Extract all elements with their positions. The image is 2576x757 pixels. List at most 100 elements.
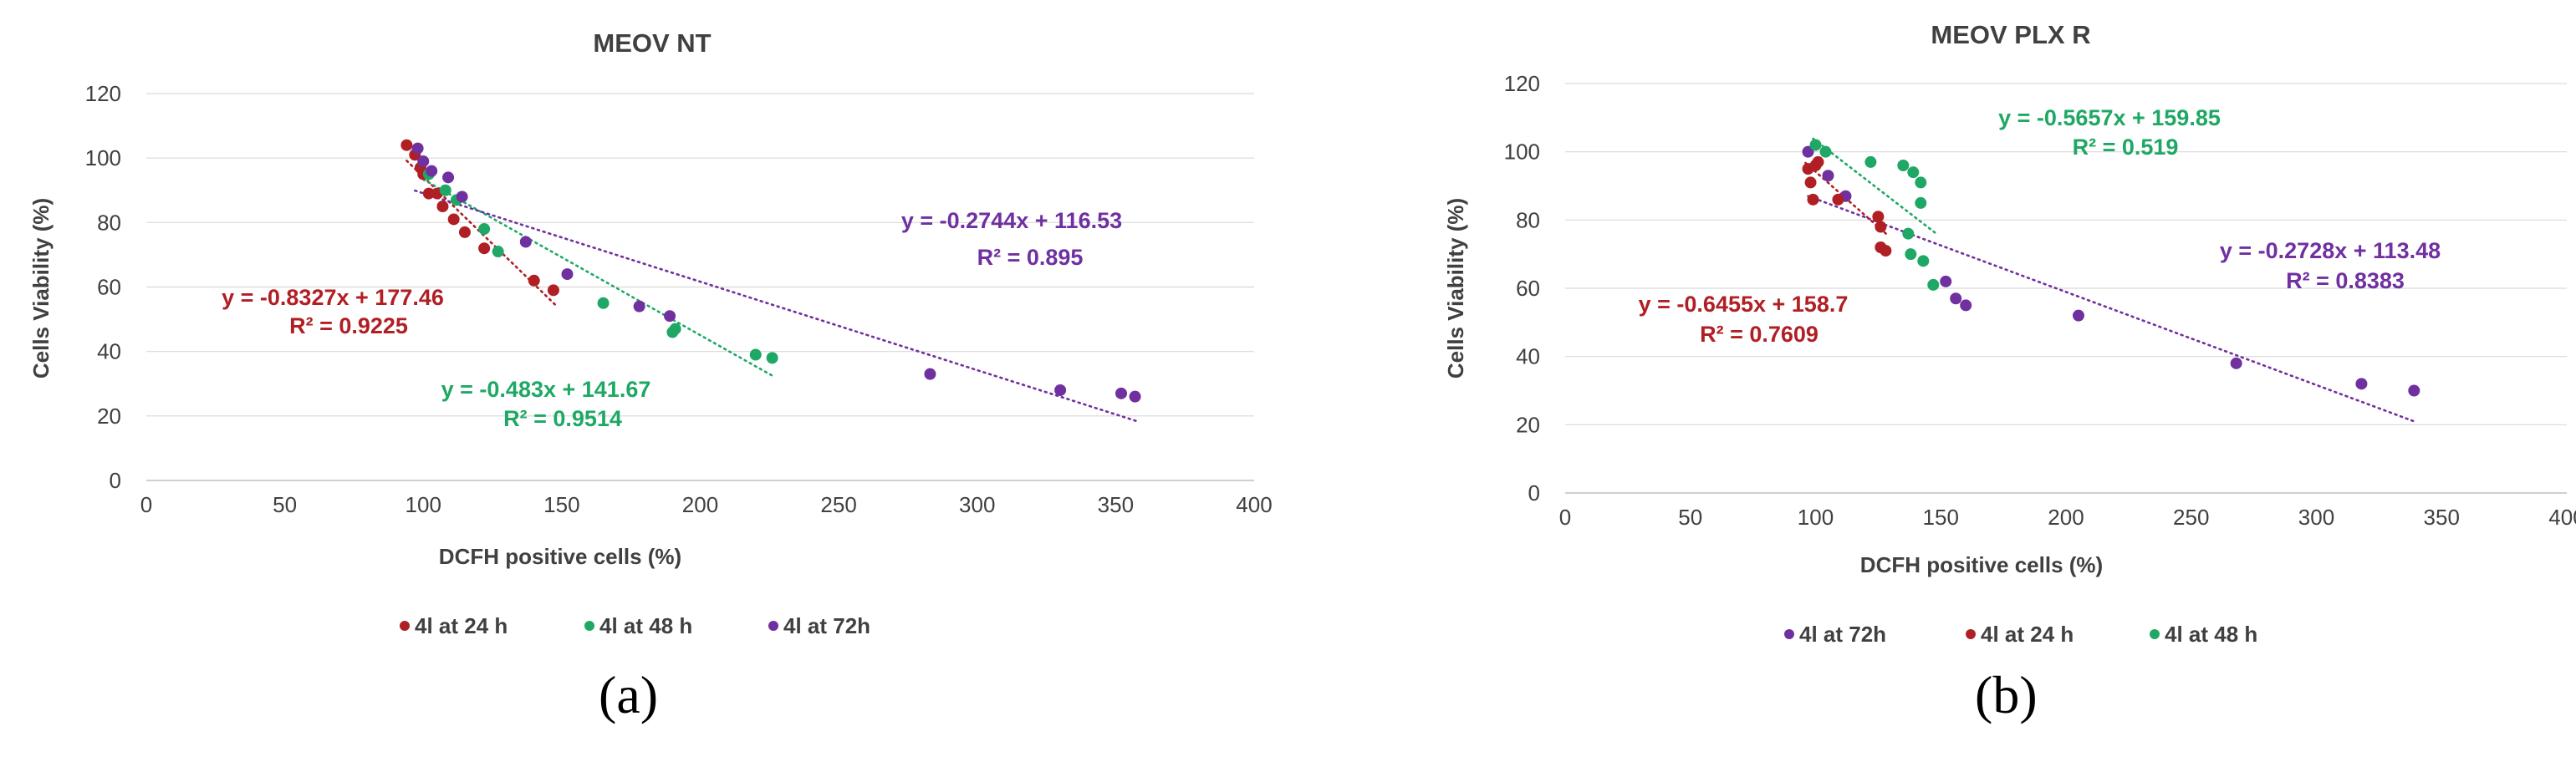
chart-meov-nt: MEOV NT Cells Viability (%) DCFH positiv…: [28, 28, 1273, 638]
legend-marker-4l-24h: [400, 621, 410, 631]
annotation-red: y = -0.6455x + 158.7 R² = 0.7609: [1639, 292, 1849, 347]
legend-label-4l-72h: 4l at 72h: [783, 613, 870, 638]
point-4l-at-48-h: [1819, 145, 1832, 158]
annotation-purple: y = -0.2728x + 113.48 R² = 0.8383: [2220, 238, 2441, 293]
point-4l-at-24-h: [1804, 176, 1817, 189]
equation-4l-48h: y = -0.5657x + 159.85: [1998, 105, 2221, 130]
x-tick-label: 400: [2548, 505, 2576, 530]
x-tick-label: 100: [1798, 505, 1834, 530]
point-4l-at-24-h: [1807, 193, 1819, 206]
gridlines: [146, 93, 1254, 417]
point-4l-at-72h: [2230, 357, 2242, 369]
point-4l-at-48-h: [1864, 155, 1877, 168]
r2-4l-48h: R² = 0.9514: [503, 406, 622, 431]
y-axis-label: Cells Viability (%): [1443, 198, 1468, 378]
point-4l-at-72h: [417, 155, 430, 168]
x-tick-label: 250: [820, 492, 856, 517]
y-tick-label: 120: [1504, 71, 1540, 96]
point-4l-at-24-h: [1812, 155, 1824, 168]
point-4l-at-48-h: [492, 246, 504, 258]
point-4l-at-72h: [633, 300, 645, 312]
point-4l-at-24-h: [436, 201, 449, 213]
y-tick-label: 80: [97, 210, 121, 235]
x-tick-label: 150: [1923, 505, 1959, 530]
point-4l-at-24-h: [1872, 211, 1885, 223]
x-tick-label: 150: [543, 492, 579, 517]
tick-labels: 0 50 100 150 200 250 300 350 400 0 20 40 60 80 100 120: [85, 81, 1273, 517]
equation-4l-72h: y = -0.2744x + 116.53: [901, 208, 1122, 233]
point-4l-at-24-h: [400, 139, 413, 151]
y-tick-label: 120: [85, 81, 121, 106]
equation-4l-24h: y = -0.8327x + 177.46: [222, 285, 444, 310]
x-tick-label: 50: [273, 492, 297, 517]
point-4l-at-72h: [561, 268, 574, 281]
point-4l-at-24-h: [1832, 193, 1844, 206]
x-tick-label: 50: [1678, 505, 1702, 530]
point-4l-at-48-h: [1897, 160, 1910, 171]
y-tick-label: 40: [97, 339, 121, 364]
r2-4l-72h: R² = 0.8383: [2286, 268, 2405, 293]
x-tick-label: 0: [1559, 505, 1571, 530]
annotation-red: y = -0.8327x + 177.46 R² = 0.9225: [222, 285, 444, 338]
trendline-4l-at-48-h: [421, 178, 777, 378]
trendline-4l-at-72h: [414, 189, 1140, 423]
trendline-4l-at-72h: [1807, 195, 2418, 424]
legend-label-4l-48h: 4l at 48 h: [2165, 622, 2257, 647]
legend-label-4l-24h: 4l at 24 h: [1981, 622, 2074, 647]
y-axis-label: Cells Viability (%): [28, 198, 54, 378]
x-tick-label: 300: [959, 492, 995, 517]
x-tick-label: 0: [140, 492, 152, 517]
point-4l-at-48-h: [749, 348, 762, 361]
y-tick-label: 60: [97, 275, 121, 300]
point-4l-at-72h: [1940, 275, 1952, 287]
point-4l-at-72h: [1950, 292, 1962, 305]
point-4l-at-72h: [2355, 378, 2368, 390]
legend-label-4l-48h: 4l at 48 h: [599, 613, 692, 638]
y-tick-label: 60: [1516, 276, 1540, 301]
point-4l-at-24-h: [422, 187, 435, 200]
point-4l-at-24-h: [547, 284, 559, 297]
legend-marker-4l-24h: [1966, 629, 1976, 639]
point-4l-at-48-h: [1902, 227, 1915, 240]
point-4l-at-72h: [1802, 145, 1814, 158]
point-4l-at-48-h: [1907, 166, 1920, 179]
chart-title: MEOV PLX R: [1931, 20, 2090, 49]
x-tick-label: 350: [1098, 492, 1134, 517]
data-points: [1802, 139, 2420, 397]
panel-label-a: (a): [599, 665, 659, 724]
point-4l-at-72h: [519, 236, 532, 248]
y-tick-label: 0: [110, 468, 121, 493]
legend-label-4l-72h: 4l at 72h: [1799, 622, 1886, 647]
point-4l-at-72h: [1822, 170, 1834, 182]
annotation-green: y = -0.483x + 141.67 R² = 0.9514: [441, 377, 651, 431]
point-4l-at-72h: [426, 165, 438, 177]
gridlines: [1565, 83, 2567, 425]
x-tick-label: 100: [406, 492, 441, 517]
trendline-4l-at-24-h: [406, 160, 558, 307]
legend-marker-4l-72h: [768, 621, 778, 631]
x-tick-label: 250: [2173, 505, 2209, 530]
chart-title: MEOV NT: [593, 28, 711, 58]
legend: 4l at 24 h 4l at 48 h 4l at 72h: [400, 613, 870, 638]
legend: 4l at 72h 4l at 24 h 4l at 48 h: [1784, 622, 2257, 647]
point-4l-at-72h: [1129, 390, 1141, 403]
point-4l-at-72h: [1054, 384, 1067, 396]
point-4l-at-72h: [411, 142, 424, 155]
point-4l-at-72h: [2072, 309, 2084, 322]
x-tick-label: 300: [2298, 505, 2334, 530]
point-4l-at-48-h: [1915, 196, 1927, 209]
x-axis-label: DCFH positive cells (%): [439, 544, 681, 569]
x-tick-label: 200: [2048, 505, 2084, 530]
trendline-4l-at-48-h: [1812, 137, 1937, 235]
point-4l-at-72h: [1115, 387, 1127, 399]
y-tick-label: 40: [1516, 344, 1540, 369]
point-4l-at-24-h: [478, 242, 491, 255]
x-tick-label: 350: [2424, 505, 2460, 530]
r2-4l-48h: R² = 0.519: [2073, 135, 2179, 160]
r2-4l-72h: R² = 0.895: [977, 245, 1084, 270]
point-4l-at-72h: [2408, 384, 2420, 397]
trendlines: [406, 160, 1140, 423]
point-4l-at-48-h: [1809, 139, 1822, 151]
point-4l-at-48-h: [439, 184, 451, 196]
tick-labels: 0 50 100 150 200 250 300 350 400 0 20 40 60 80 100 120: [1504, 71, 2576, 530]
